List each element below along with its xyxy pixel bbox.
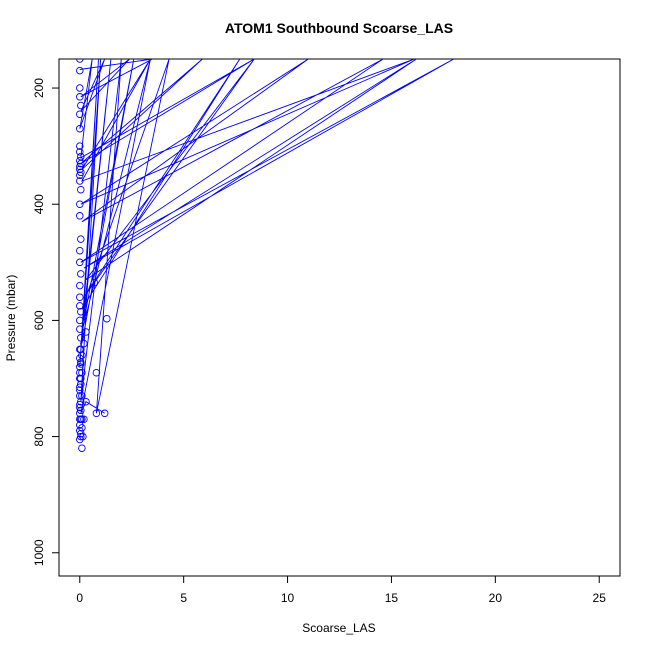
data-point bbox=[76, 200, 84, 208]
y-tick-label: 1000 bbox=[32, 539, 46, 566]
series-layer bbox=[79, 59, 455, 414]
data-point bbox=[77, 185, 85, 194]
data-point bbox=[76, 66, 84, 75]
x-tick-label: 0 bbox=[76, 591, 83, 605]
data-point bbox=[76, 148, 84, 156]
data-point bbox=[76, 93, 84, 101]
data-point bbox=[76, 142, 84, 150]
points-layer bbox=[76, 59, 111, 452]
data-point bbox=[77, 101, 85, 110]
data-point bbox=[76, 392, 84, 400]
data-point bbox=[76, 212, 84, 220]
data-point bbox=[76, 177, 84, 185]
y-axis-label: Pressure (mbar) bbox=[4, 275, 18, 362]
data-point bbox=[76, 162, 84, 171]
chart-title: ATOM1 Southbound Scoarse_LAS bbox=[225, 20, 453, 36]
data-point bbox=[92, 409, 101, 418]
data-point bbox=[77, 307, 85, 316]
data-point bbox=[76, 368, 84, 377]
data-point bbox=[76, 415, 84, 423]
x-axis-label: Scoarse_LAS bbox=[302, 621, 375, 635]
data-point bbox=[77, 334, 85, 342]
data-point bbox=[76, 124, 84, 133]
data-point bbox=[78, 444, 86, 452]
data-point bbox=[77, 358, 85, 366]
y-tick-label: 400 bbox=[32, 194, 46, 214]
data-point bbox=[100, 409, 109, 418]
data-point bbox=[103, 314, 111, 323]
data-point bbox=[76, 59, 84, 63]
data-point bbox=[80, 415, 88, 423]
data-point bbox=[76, 325, 84, 333]
data-point bbox=[76, 302, 84, 310]
data-point bbox=[78, 424, 86, 432]
data-point bbox=[76, 110, 84, 118]
data-point bbox=[77, 406, 85, 415]
data-point bbox=[76, 400, 84, 409]
data-point bbox=[76, 383, 84, 391]
data-point bbox=[82, 328, 90, 336]
x-tick-label: 25 bbox=[593, 591, 607, 605]
data-point bbox=[77, 270, 85, 278]
data-point bbox=[76, 171, 84, 179]
data-point bbox=[92, 368, 101, 377]
data-point bbox=[76, 246, 84, 255]
data-point bbox=[77, 345, 85, 354]
data-point bbox=[76, 363, 84, 371]
data-point bbox=[77, 235, 85, 243]
y-tick-label: 600 bbox=[32, 310, 46, 330]
data-point bbox=[76, 84, 84, 92]
y-axis: 200 400 600 800 1000 bbox=[32, 78, 60, 566]
data-point bbox=[77, 429, 85, 438]
data-point bbox=[78, 415, 86, 423]
data-point bbox=[90, 278, 99, 287]
data-point bbox=[76, 281, 84, 290]
y-tick-label: 200 bbox=[32, 78, 46, 98]
data-point bbox=[78, 351, 86, 360]
x-tick-label: 5 bbox=[180, 591, 187, 605]
data-point bbox=[76, 316, 84, 325]
data-point bbox=[78, 392, 86, 400]
x-axis: 0 5 10 15 20 25 bbox=[76, 575, 607, 605]
data-point bbox=[76, 293, 84, 301]
x-tick-label: 10 bbox=[281, 591, 295, 605]
x-tick-label: 20 bbox=[489, 591, 503, 605]
data-point bbox=[82, 397, 90, 406]
data-point bbox=[76, 258, 84, 267]
x-tick-label: 15 bbox=[385, 591, 399, 605]
y-tick-label: 800 bbox=[32, 426, 46, 446]
data-point bbox=[77, 374, 85, 383]
series-line bbox=[79, 59, 455, 414]
plot-frame bbox=[58, 58, 621, 577]
data-point bbox=[80, 339, 88, 348]
